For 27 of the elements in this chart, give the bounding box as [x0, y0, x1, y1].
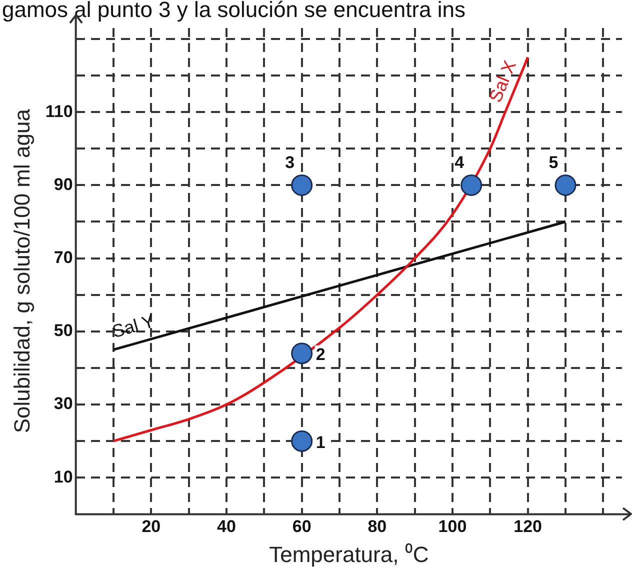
y-tick-label: 30	[54, 394, 73, 414]
annotation: 3	[285, 152, 295, 172]
x-tick-label: 120	[514, 517, 542, 536]
annotation: 5	[548, 152, 558, 172]
point	[291, 174, 313, 196]
point	[291, 430, 313, 452]
annotation: 1	[316, 432, 326, 452]
x-tick-label: 40	[217, 517, 236, 536]
annotation: 2	[316, 345, 326, 364]
point	[554, 174, 576, 196]
x-tick-label: 20	[142, 517, 161, 536]
point	[291, 342, 313, 364]
y-tick-label: 50	[54, 321, 73, 340]
y-tick-label: 90	[54, 174, 73, 194]
y-tick-label: 110	[45, 102, 73, 121]
text: Sal Y	[110, 310, 157, 342]
x-tick-label: 80	[368, 517, 387, 536]
text: Sal X	[485, 58, 520, 106]
point	[460, 174, 482, 196]
x-tick-label: 100	[438, 517, 467, 536]
y-tick-label: 10	[54, 467, 73, 486]
annotation: 4	[454, 152, 465, 172]
y-tick-label: 70	[54, 248, 73, 267]
x-tick-label: 60	[292, 517, 312, 536]
x-axis-title: Temperatura, ⁰C	[269, 542, 429, 567]
y-axis-title: Solubilidad, g soluto/100 ml agua	[9, 108, 34, 434]
text: gamos al punto 3 y la solución se encuentra ins	[2, 0, 466, 22]
